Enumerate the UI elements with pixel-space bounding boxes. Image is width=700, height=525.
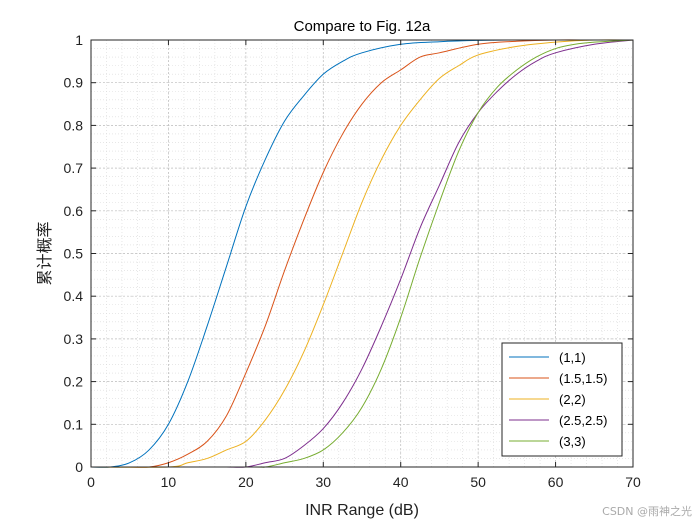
series-line-3 (90, 39, 634, 468)
y-tick-label: 0.7 (64, 160, 84, 176)
series-line-2 (90, 39, 634, 468)
axis-ticks: 0 10 20 30 40 50 60 70 0 0.1 0.2 0.3 0.4 0.5 0.6 0.7 0.8… (64, 32, 641, 490)
x-tick-label: 60 (548, 474, 564, 490)
y-axis-label: 累计概率 (35, 221, 54, 285)
x-tick-label: 10 (161, 474, 177, 490)
x-tick-label: 70 (625, 474, 641, 490)
y-tick-label: 0.2 (64, 374, 84, 390)
y-tick-label: 0.5 (64, 246, 84, 262)
chart-title: Compare to Fig. 12a (294, 18, 431, 35)
x-tick-label: 40 (393, 474, 409, 490)
x-tick-label: 0 (87, 474, 95, 490)
legend-label-4: (3,3) (559, 434, 586, 449)
series-line-1 (90, 39, 633, 468)
x-tick-label: 20 (238, 474, 254, 490)
y-tick-label: 0 (75, 459, 83, 475)
y-tick-label: 0.1 (64, 416, 84, 432)
x-axis-label: INR Range (dB) (305, 502, 419, 519)
legend-label-1: (1.5,1.5) (559, 371, 607, 386)
y-tick-label: 1 (75, 32, 83, 48)
watermark-text: CSDN @雨神之光 (602, 505, 692, 518)
y-tick-label: 0.8 (64, 117, 84, 133)
y-tick-label: 0.4 (64, 288, 84, 304)
y-tick-label: 0.3 (64, 331, 84, 347)
legend-label-0: (1,1) (559, 350, 586, 365)
series-line-4 (90, 39, 634, 468)
x-tick-label: 50 (470, 474, 486, 490)
legend-label-3: (2.5,2.5) (559, 413, 607, 428)
y-tick-label: 0.9 (64, 75, 84, 91)
legend-label-2: (2,2) (559, 392, 586, 407)
legend: (1,1) (1.5,1.5) (2,2) (2.5,2.5) (3,3) (501, 342, 623, 457)
x-tick-label: 30 (315, 474, 331, 490)
y-tick-label: 0.6 (64, 203, 84, 219)
